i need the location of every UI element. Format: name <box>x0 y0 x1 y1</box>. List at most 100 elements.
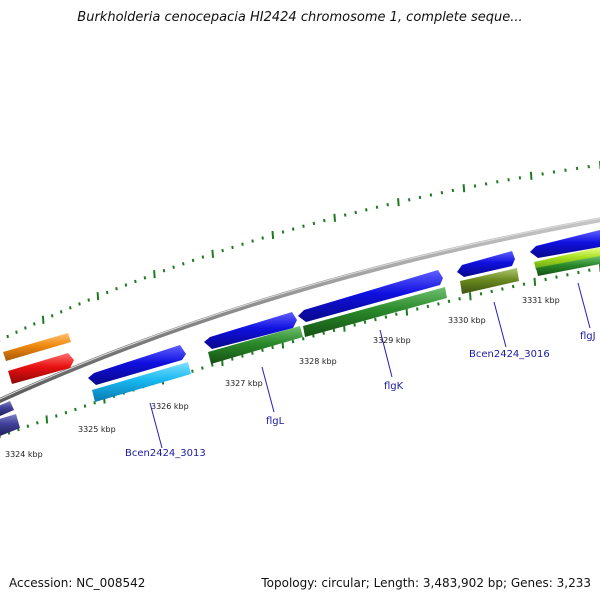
kbp-label: 3326 kbp <box>151 402 189 411</box>
minor-tick <box>447 299 451 303</box>
minor-tick <box>312 221 316 226</box>
minor-tick <box>564 168 567 172</box>
major-tick <box>469 292 472 301</box>
minor-tick <box>511 284 515 289</box>
minor-tick <box>312 334 315 338</box>
minor-tick <box>26 424 30 428</box>
gene-label[interactable]: flgK <box>384 381 404 392</box>
minor-tick <box>343 213 347 217</box>
gene-olive-3016[interactable] <box>460 268 519 294</box>
minor-tick <box>575 166 579 171</box>
minor-tick <box>555 275 558 279</box>
minor-tick <box>416 307 419 311</box>
minor-tick <box>301 337 305 341</box>
minor-tick <box>577 270 580 275</box>
gene-lime-flgJ[interactable] <box>534 247 600 270</box>
major-tick <box>153 270 156 279</box>
minor-tick <box>24 326 27 330</box>
gene-navy-lower[interactable] <box>0 414 20 436</box>
minor-tick <box>407 198 411 202</box>
forward-strand-genes <box>0 230 600 436</box>
gene-blue-3016[interactable] <box>457 251 515 277</box>
minor-tick <box>124 283 128 287</box>
minor-tick <box>518 176 522 180</box>
minor-tick <box>231 357 234 361</box>
gene-label[interactable]: Bcen2424_3013 <box>125 448 206 459</box>
minor-tick <box>251 239 254 243</box>
genome-summary-text: Topology: circular; Length: 3,483,902 bp… <box>261 576 591 590</box>
minor-tick <box>418 195 422 200</box>
minor-tick <box>191 369 194 373</box>
minor-tick <box>384 315 388 319</box>
minor-tick <box>261 348 264 352</box>
gene-blue-flgK-top[interactable] <box>298 270 443 322</box>
gene-green-flgJ[interactable] <box>536 256 600 276</box>
map-title: Burkholderia cenocepacia HI2424 chromoso… <box>77 10 523 25</box>
minor-tick <box>587 165 590 169</box>
minor-tick <box>501 287 504 291</box>
minor-tick <box>6 334 9 339</box>
gene-label[interactable]: flgJ <box>580 331 596 342</box>
minor-tick <box>87 298 90 302</box>
gene-orange[interactable] <box>3 333 71 361</box>
minor-tick <box>115 287 118 291</box>
gene-label[interactable]: Bcen2424_3016 <box>469 349 550 360</box>
kbp-label: 3328 kbp <box>299 357 337 366</box>
minor-tick <box>496 180 499 184</box>
gene-blue-flgJ[interactable] <box>530 230 600 258</box>
minor-tick <box>479 292 483 296</box>
minor-tick <box>354 210 357 215</box>
minor-tick <box>251 351 254 355</box>
gene-cyan-3013[interactable] <box>92 362 191 402</box>
major-tick <box>271 230 275 240</box>
gene-blue-3[interactable] <box>88 345 186 385</box>
minor-tick <box>78 302 81 306</box>
minor-tick <box>363 320 367 324</box>
minor-tick <box>395 312 398 316</box>
minor-tick <box>201 366 204 370</box>
accession-text: Accession: NC_008542 <box>9 576 146 590</box>
minor-tick <box>271 345 274 350</box>
minor-tick <box>55 414 58 418</box>
gene-label[interactable]: flgL <box>266 416 285 427</box>
major-tick <box>45 415 49 424</box>
minor-tick <box>490 289 493 294</box>
minor-tick <box>440 191 444 195</box>
minor-tick <box>15 330 18 334</box>
minor-tick <box>507 178 510 182</box>
gene-blue-flgL-top[interactable] <box>204 312 297 349</box>
minor-tick <box>302 224 305 228</box>
minor-tick <box>566 273 569 277</box>
kbp-label: 3330 kbp <box>448 316 486 325</box>
minor-tick <box>172 265 175 269</box>
chromosome-backbone <box>0 217 600 404</box>
minor-tick <box>64 411 68 415</box>
minor-tick <box>429 193 433 197</box>
minor-tick <box>191 258 195 263</box>
minor-tick <box>201 255 205 259</box>
gene-green-flgK[interactable] <box>303 287 447 337</box>
minor-tick <box>93 401 96 405</box>
minor-tick <box>473 184 477 188</box>
kbp-label: 3329 kbp <box>373 336 411 345</box>
minor-tick <box>162 269 166 273</box>
kbp-label: 3325 kbp <box>78 425 116 434</box>
minor-tick <box>33 322 36 326</box>
outer-tick-ring <box>0 161 600 343</box>
gene-green-flgL[interactable] <box>208 326 303 364</box>
minor-tick <box>541 172 544 176</box>
minor-tick <box>365 208 368 212</box>
minor-tick <box>241 242 244 246</box>
minor-tick <box>458 297 461 301</box>
minor-tick <box>588 268 591 272</box>
minor-tick <box>451 188 455 193</box>
minor-tick <box>322 331 325 335</box>
minor-tick <box>522 282 526 286</box>
kbp-label: 3327 kbp <box>225 379 263 388</box>
gene-red[interactable] <box>8 353 74 384</box>
major-tick <box>397 198 400 207</box>
major-tick <box>462 184 466 193</box>
gene-navy[interactable] <box>0 401 14 416</box>
major-tick <box>41 315 45 324</box>
